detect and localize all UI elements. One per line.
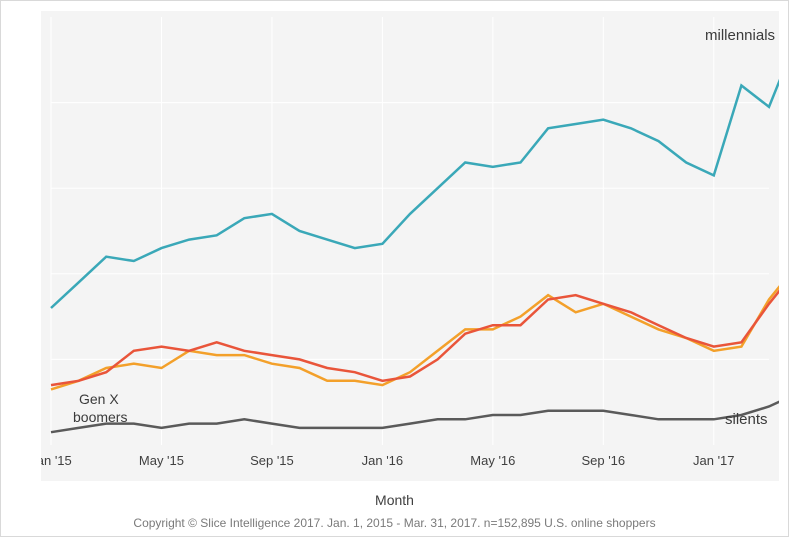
- series-label-boomers-label: boomers: [73, 409, 127, 425]
- series-group: [51, 38, 779, 432]
- series-label-millennials-label: millennials: [705, 27, 775, 44]
- x-tick-label: Jan '17: [693, 453, 735, 468]
- x-tick-label: Jan '15: [41, 453, 72, 468]
- x-axis-label: Month: [1, 492, 788, 508]
- x-tick-label: Sep '16: [581, 453, 625, 468]
- series-silents: [51, 394, 779, 433]
- chart-container: Airbnb bookings Jan '15May '15Sep '15Jan…: [0, 0, 789, 537]
- x-ticks: Jan '15 May '15 Sep '15 Jan '16 May '16 Sep '…: [41, 453, 735, 468]
- plot-area: Jan '15 May '15 Sep '15 Jan '16 May '16 Sep '…: [41, 11, 779, 481]
- x-tick-label: Sep '15: [250, 453, 294, 468]
- x-tick-label: Jan '16: [362, 453, 404, 468]
- footer-text: Copyright © Slice Intelligence 2017. Jan…: [1, 516, 788, 530]
- series-genx: [51, 265, 779, 389]
- series-label-silents-label: silents: [725, 411, 768, 428]
- grid-horizontal: [51, 103, 769, 360]
- series-millennials: [51, 38, 779, 308]
- x-tick-label: May '15: [139, 453, 184, 468]
- chart-svg: Jan '15 May '15 Sep '15 Jan '16 May '16 Sep '…: [41, 11, 779, 481]
- series-label-genx-label: Gen X: [79, 391, 119, 407]
- x-tick-label: May '16: [470, 453, 515, 468]
